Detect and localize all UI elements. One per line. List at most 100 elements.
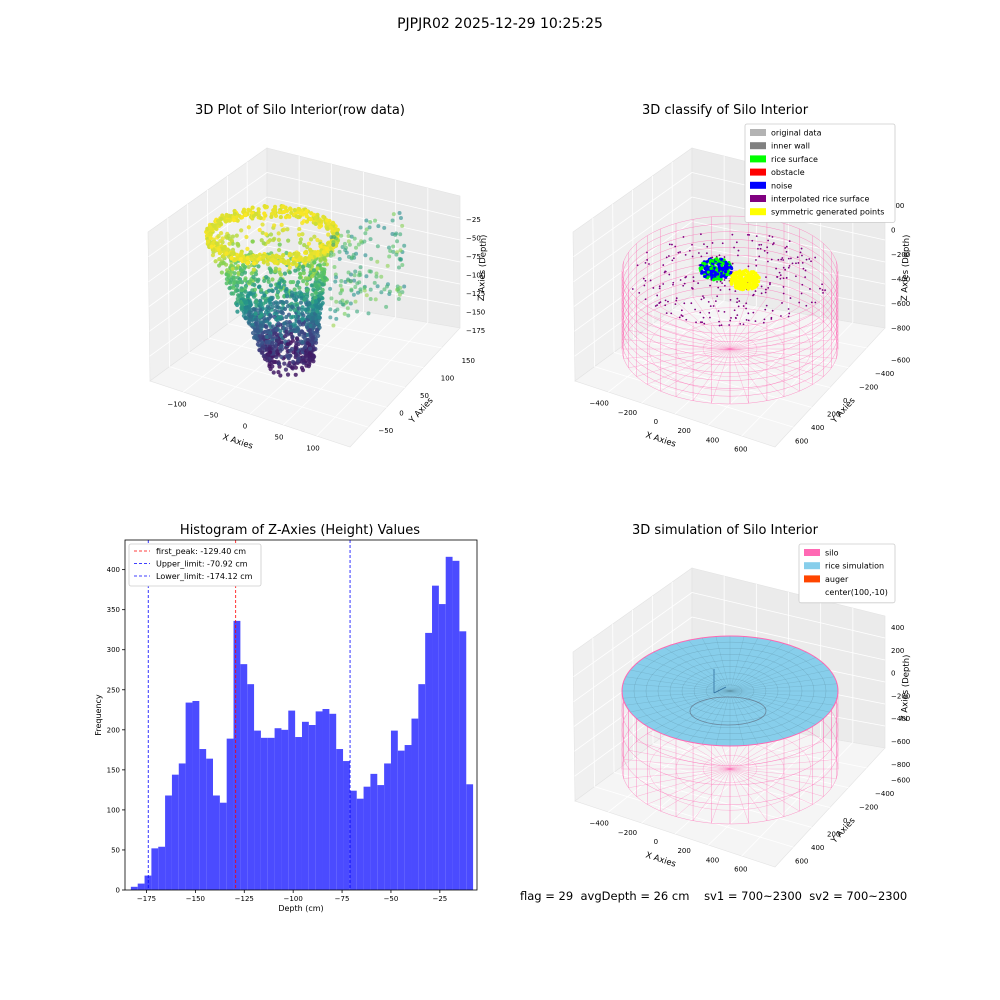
- p2-point-interp: [680, 314, 683, 317]
- p1-point: [263, 324, 268, 329]
- p4-z-tick: −200: [891, 692, 910, 700]
- p2-point-interp: [716, 280, 718, 283]
- p2-point-sym: [750, 273, 754, 277]
- p1-point: [247, 317, 252, 323]
- p2-point-sym: [740, 277, 744, 281]
- p1-point: [212, 223, 217, 228]
- p1-point: [299, 307, 305, 312]
- p2-point-interp: [810, 301, 813, 304]
- p1-point: [287, 265, 292, 270]
- p2-point-rice: [716, 272, 720, 276]
- p2-point-interp: [745, 307, 747, 310]
- p2-point-sym: [741, 272, 745, 277]
- p2-point-interp: [684, 253, 687, 256]
- p1-point: [346, 277, 351, 282]
- p1-point: [398, 216, 403, 221]
- p1-point: [310, 274, 315, 279]
- p1-point: [257, 252, 262, 257]
- p1-point: [217, 257, 222, 262]
- p1-point: [326, 232, 331, 237]
- p2-point-interp: [662, 264, 665, 266]
- p1-point: [274, 253, 279, 258]
- p1-point: [311, 268, 317, 273]
- p2-point-interp: [705, 252, 708, 255]
- p2-point-interp: [804, 276, 807, 279]
- p1-point: [218, 239, 223, 244]
- p1-point: [231, 285, 236, 290]
- p1-grid: [316, 322, 429, 437]
- p1-point: [290, 359, 296, 364]
- p1-point: [331, 240, 336, 245]
- p2-silo-ring: [675, 321, 785, 377]
- p1-point: [311, 287, 316, 292]
- p1-point: [258, 323, 263, 328]
- p1-point: [261, 241, 266, 246]
- p3-bar: [404, 745, 412, 890]
- p1-point: [239, 215, 245, 220]
- p1-point: [314, 320, 319, 326]
- p1-points: [204, 203, 407, 378]
- p4-xlabel: X Axies: [644, 850, 677, 869]
- p1-point: [345, 299, 350, 304]
- p2-x-tick: 0: [654, 418, 658, 426]
- p1-point: [282, 361, 287, 366]
- p1-point: [338, 283, 343, 288]
- p1-point: [241, 209, 246, 214]
- p3-y-tick: 400: [107, 566, 120, 574]
- p4-y-tick: 200: [827, 830, 840, 838]
- p1-point: [220, 213, 225, 218]
- p2-point-interp: [760, 285, 763, 288]
- p1-point: [306, 241, 312, 246]
- p1-point: [303, 353, 309, 358]
- p3-bar: [322, 708, 330, 890]
- p2-point-interp: [797, 262, 800, 264]
- p2-point-interp: [801, 261, 804, 264]
- p1-point: [400, 223, 405, 228]
- p2-x-tick: −200: [618, 409, 637, 417]
- p4-mesh-spoke: [622, 683, 731, 692]
- p1-point: [397, 210, 402, 215]
- p2-point-sym: [754, 284, 758, 289]
- p1-point: [352, 278, 357, 283]
- avg-depth-text: avgDepth = 26 cm: [580, 889, 690, 903]
- p4-x-tick: 200: [677, 847, 690, 855]
- p2-point-sym: [756, 275, 761, 280]
- p1-point: [328, 315, 333, 320]
- p1-point: [388, 249, 393, 254]
- p1-point: [310, 315, 315, 321]
- p2-z-tick: 200: [891, 202, 904, 210]
- p2-point-interp: [658, 302, 661, 304]
- p1-point: [317, 218, 322, 224]
- p3-bar: [213, 795, 220, 890]
- p1-point: [313, 291, 319, 296]
- p2-point-interp: [788, 312, 791, 315]
- p2-point-rice: [722, 266, 726, 271]
- p4-mesh-spoke: [729, 657, 816, 692]
- p1-x-tick: 50: [275, 434, 284, 442]
- p2-point-interp: [730, 316, 732, 319]
- p1-point: [296, 309, 301, 315]
- p4-mesh-spoke: [688, 690, 731, 742]
- p1-point: [276, 321, 281, 326]
- p1-point: [276, 370, 281, 375]
- p1-point: [295, 325, 300, 330]
- p1-point: [304, 214, 309, 219]
- p1-point: [248, 208, 253, 213]
- p1-point: [387, 254, 392, 259]
- p4-mesh-spoke: [715, 636, 731, 692]
- p1-point: [333, 279, 338, 284]
- p4-mesh-spoke: [688, 640, 731, 692]
- p2-point-interp: [771, 243, 774, 246]
- p2-point-interp: [723, 310, 726, 313]
- p1-point: [317, 278, 322, 284]
- p1-point: [238, 256, 244, 262]
- p1-point: [294, 283, 300, 288]
- p1-point: [386, 245, 391, 250]
- p1-point: [351, 292, 356, 297]
- p1-point: [305, 338, 310, 343]
- p1-point: [275, 289, 281, 295]
- p1-point: [276, 247, 282, 253]
- p1-point: [254, 299, 259, 304]
- p1-point: [276, 361, 282, 366]
- p1-point: [220, 236, 225, 241]
